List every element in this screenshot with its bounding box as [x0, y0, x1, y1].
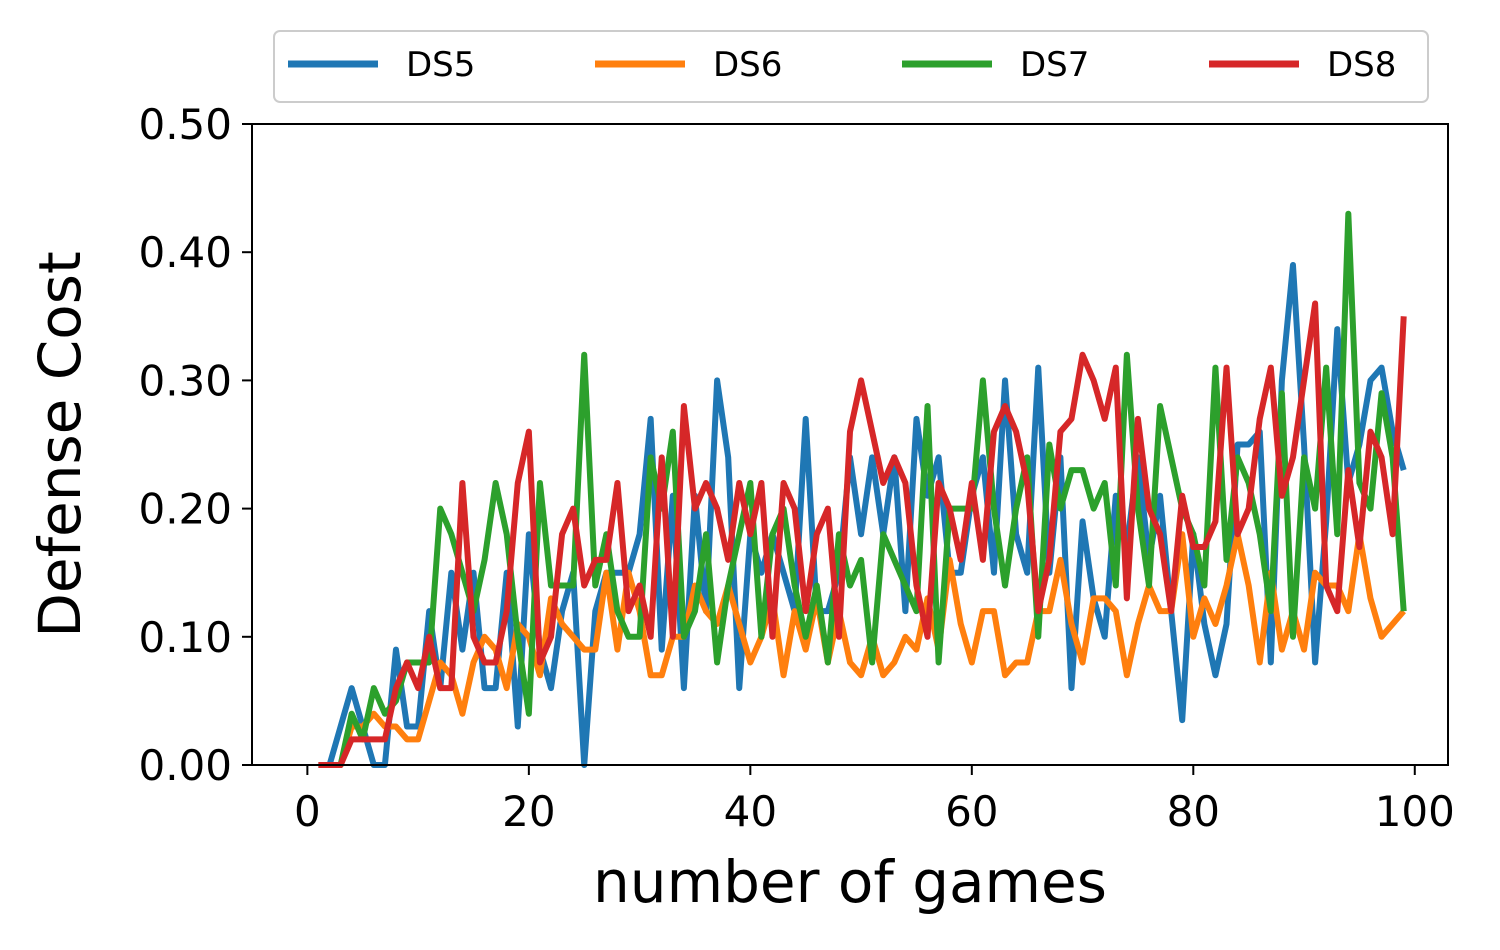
series-line-ds8	[318, 300, 1407, 768]
y-tick-label: 0.10	[138, 613, 232, 662]
series-line-ds6	[318, 531, 1406, 768]
legend-box	[273, 30, 1429, 103]
y-tick-label: 0.40	[138, 228, 232, 277]
x-axis-title: number of games	[593, 848, 1107, 916]
x-tick-label: 20	[502, 787, 555, 836]
x-tick-label: 0	[294, 787, 321, 836]
y-tick-label: 0.30	[138, 356, 232, 405]
x-tick-label: 80	[1167, 787, 1220, 836]
legend-label-ds8: DS8	[1327, 45, 1396, 85]
legend: DS5 DS6 DS7 DS8	[273, 30, 1429, 103]
plot-area-frame	[251, 123, 1449, 766]
x-tick-label: 60	[945, 787, 998, 836]
x-tick-label: 100	[1375, 787, 1455, 836]
y-axis-title: Defense Cost	[26, 251, 94, 638]
legend-label-ds5: DS5	[406, 45, 475, 85]
legend-label-ds7: DS7	[1020, 45, 1089, 85]
legend-label-ds6: DS6	[713, 45, 782, 85]
series-line-ds7	[318, 210, 1407, 768]
y-tick-label: 0.50	[138, 100, 232, 149]
series-layer	[318, 210, 1407, 768]
y-tick-label: 0.20	[138, 485, 232, 534]
x-axis: 0 20 40 60 80 100	[294, 765, 1455, 836]
y-tick-label: 0.00	[138, 741, 232, 790]
y-axis: 0.00 0.10 0.20 0.30 0.40 0.50	[138, 100, 252, 790]
x-tick-label: 40	[724, 787, 777, 836]
